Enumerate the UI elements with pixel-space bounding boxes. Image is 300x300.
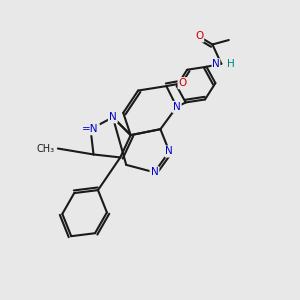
Text: H: H bbox=[227, 59, 234, 69]
Text: N: N bbox=[212, 59, 220, 69]
Text: O: O bbox=[178, 78, 187, 88]
Text: O: O bbox=[195, 32, 203, 41]
Text: CH₃: CH₃ bbox=[37, 143, 55, 154]
Text: =N: =N bbox=[82, 124, 99, 134]
Text: N: N bbox=[165, 146, 173, 157]
Text: N: N bbox=[151, 167, 158, 177]
Text: N: N bbox=[109, 112, 117, 122]
Text: N: N bbox=[173, 102, 181, 112]
